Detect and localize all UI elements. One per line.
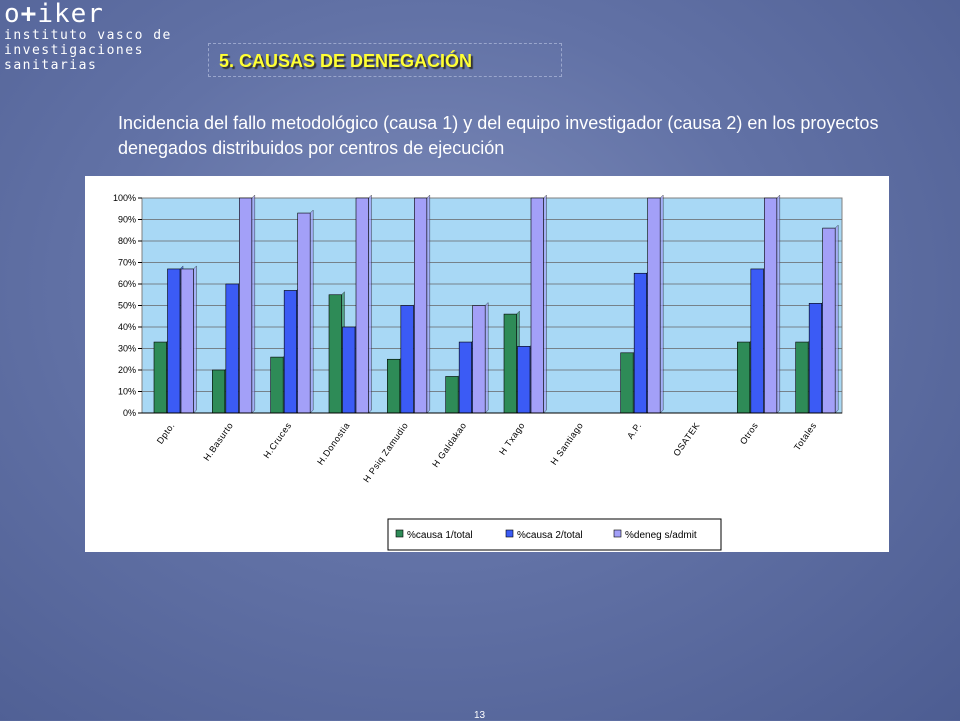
bar-side <box>251 194 256 414</box>
legend-swatch <box>395 529 404 538</box>
section-title: 5. CAUSAS DE DENEGACIÓN <box>208 43 562 77</box>
bar <box>225 283 239 414</box>
bar-side <box>426 194 431 414</box>
bar <box>387 358 401 414</box>
y-tick-label: 50% <box>118 301 136 311</box>
logo-line-2: investigaciones <box>4 43 144 58</box>
bar <box>328 294 342 414</box>
bar <box>355 197 369 414</box>
bar <box>167 268 181 414</box>
legend-swatch <box>505 529 514 538</box>
chart-description: Incidencia del fallo metodológico (causa… <box>118 113 879 158</box>
y-tick-label: 10% <box>118 387 136 397</box>
bar <box>212 369 226 414</box>
bar <box>458 341 472 414</box>
bar <box>737 341 751 414</box>
chart-container: 0% 10% 20% 30% 40% 50% 60% 70% 80% 90% 100% Dpto. H.… <box>85 176 889 552</box>
bar <box>808 303 822 414</box>
bar <box>445 376 459 414</box>
bar <box>633 272 647 414</box>
bar-side <box>834 224 839 414</box>
bar-side <box>193 265 197 414</box>
bar-side <box>309 209 314 414</box>
bar <box>517 346 531 414</box>
bar <box>795 341 809 414</box>
legend <box>387 518 722 551</box>
y-tick-label: 80% <box>118 236 136 246</box>
x-tick-label: H Santiago <box>549 420 586 466</box>
bar <box>414 197 428 414</box>
logo-brand: o+iker <box>4 0 172 28</box>
y-tick-label: 30% <box>118 344 136 354</box>
x-tick-label: H Txago <box>497 420 527 456</box>
bar-side <box>543 194 547 414</box>
bar <box>239 197 253 414</box>
x-tick-label: Totales <box>792 420 819 452</box>
logo-line-3: sanitarias <box>4 58 98 73</box>
logo-brand-o: o <box>4 0 21 29</box>
legend-label: %causa 2/total <box>517 530 583 541</box>
bar <box>472 305 486 414</box>
y-tick-label: 90% <box>118 215 136 225</box>
legend-label: %deneg s/admit <box>625 530 697 541</box>
bar <box>180 268 194 414</box>
bar <box>750 268 764 414</box>
legend-label: %causa 1/total <box>407 530 473 541</box>
logo-brand-iker: iker <box>37 0 104 29</box>
page-number: 13 <box>474 710 486 721</box>
y-tick-label: 0% <box>123 408 136 418</box>
bar <box>647 197 661 414</box>
bar <box>503 313 517 414</box>
x-tick-label: H.Cruces <box>261 420 293 460</box>
x-tick-label: H.Basurto <box>201 420 235 462</box>
bar <box>530 197 544 414</box>
bar <box>764 197 778 414</box>
logo-brand-plus: + <box>20 0 38 29</box>
oiker-logo: o+iker instituto vasco de investigacione… <box>4 0 172 73</box>
bar-side <box>484 301 489 414</box>
x-tick-label: H Psiq Zamudio <box>361 420 410 484</box>
x-tick-label: H.Donostia <box>315 420 352 466</box>
logo-line-1: instituto vasco de <box>4 28 172 43</box>
bar <box>620 352 634 414</box>
y-tick-label: 40% <box>118 322 136 332</box>
legend-swatch <box>613 529 622 538</box>
y-tick-label: 70% <box>118 258 136 268</box>
x-tick-label: A.P. <box>625 420 643 440</box>
bar-side <box>368 194 372 414</box>
bar-side <box>659 194 664 414</box>
bar <box>283 290 297 414</box>
y-tick-label: 100% <box>113 193 136 203</box>
x-tick-label: Otros <box>738 420 760 446</box>
bar <box>400 305 414 414</box>
bar <box>822 227 836 414</box>
bar-chart: 0% 10% 20% 30% 40% 50% 60% 70% 80% 90% 100% Dpto. H.… <box>113 193 843 551</box>
y-tick-label: 20% <box>118 365 136 375</box>
bar <box>342 326 356 414</box>
bar <box>153 341 167 414</box>
x-tick-label: OSATEK <box>671 420 701 458</box>
y-tick-label: 60% <box>118 279 136 289</box>
x-tick-label: H Galdakao <box>430 420 468 469</box>
bar-side <box>776 194 781 414</box>
bar <box>297 212 311 414</box>
x-tick-label: Dpto. <box>155 420 177 445</box>
bar <box>270 356 284 414</box>
